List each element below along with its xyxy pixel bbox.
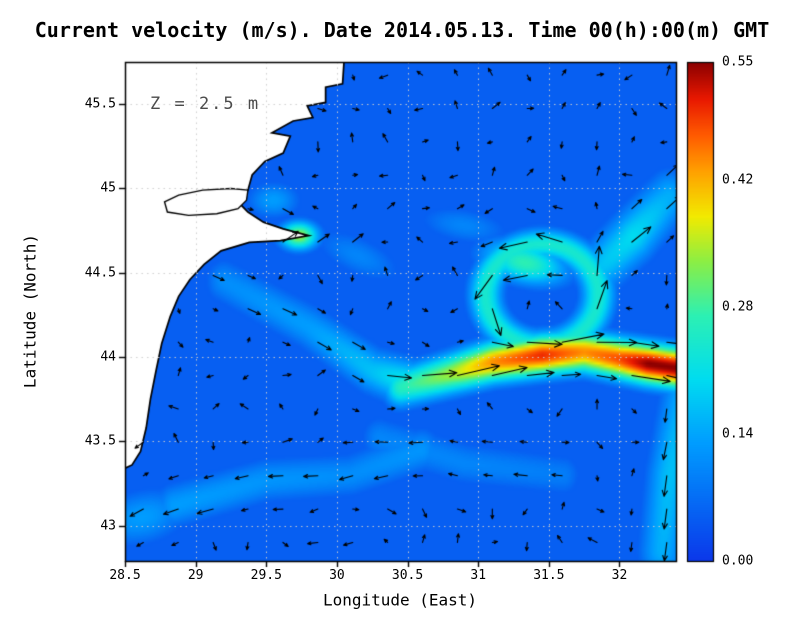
y-tick-label: 44 — [100, 349, 116, 365]
x-tick-label: 32 — [611, 568, 628, 583]
x-axis-label: Longitude (East) — [322, 590, 478, 610]
x-tick-label: 30 — [329, 568, 345, 583]
y-tick-label: 45.5 — [84, 96, 116, 112]
colorbar-tick-label: 0.00 — [722, 553, 754, 569]
chart-title: Current velocity (m/s). Date 2014.05.13.… — [34, 18, 770, 42]
x-tick-label: 30.5 — [391, 568, 424, 583]
y-tick-label: 45 — [100, 180, 116, 196]
x-tick-label: 29.5 — [250, 568, 282, 583]
y-tick-label: 44.5 — [84, 265, 116, 281]
colorbar-tick-label: 0.42 — [722, 172, 754, 188]
x-tick-label: 31.5 — [533, 568, 565, 583]
y-tick-label: 43.5 — [84, 433, 116, 449]
x-tick-label: 29 — [187, 568, 204, 583]
x-tick-label: 31 — [470, 568, 487, 583]
colorbar-tick-label: 0.28 — [722, 299, 754, 315]
depth-annotation: Z = 2.5 m — [150, 94, 261, 114]
x-tick-label: 28.5 — [109, 568, 141, 583]
y-tick-label: 43 — [100, 518, 116, 534]
colorbar-tick-label: 0.55 — [722, 54, 754, 70]
colorbar-tick-label: 0.14 — [722, 426, 754, 442]
